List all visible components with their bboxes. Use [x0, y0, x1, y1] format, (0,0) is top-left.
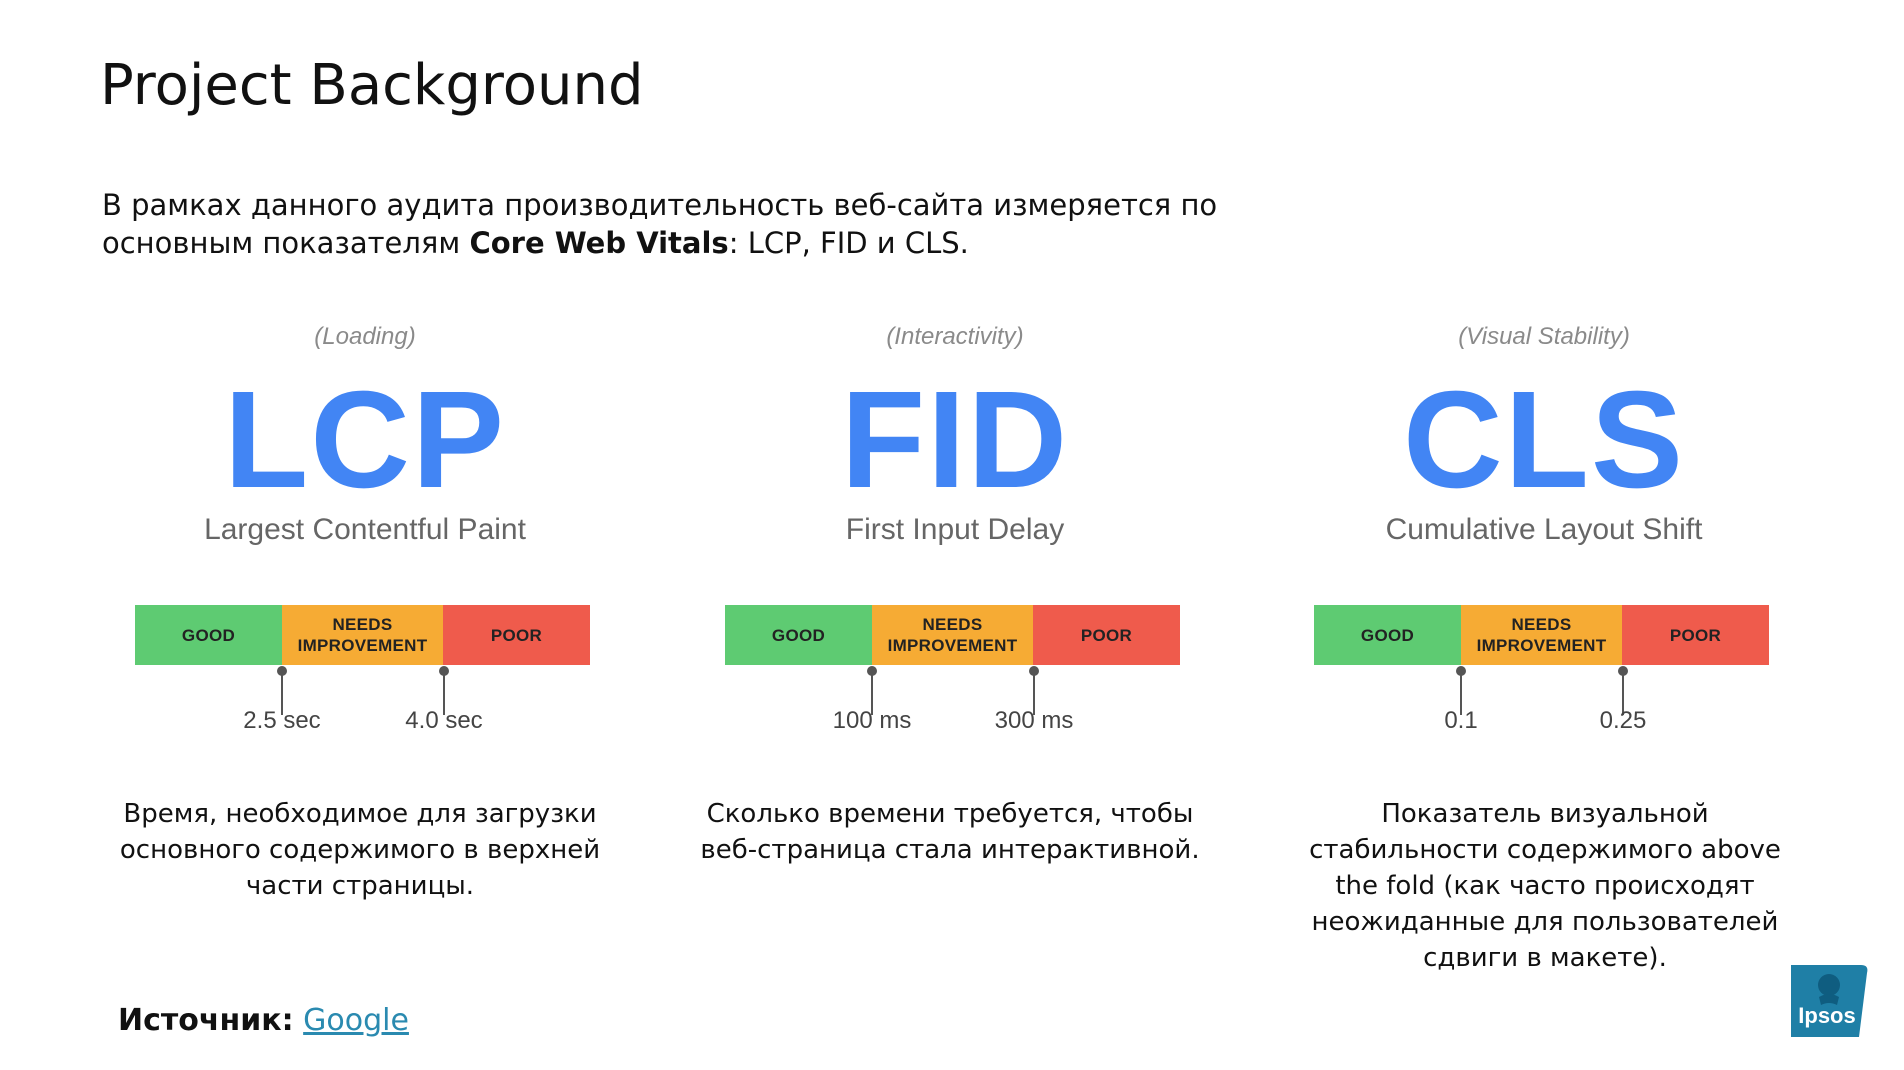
threshold-marker-1	[277, 666, 287, 716]
logo-text: Ipsos	[1798, 1003, 1855, 1028]
metric-full-name: First Input Delay	[845, 513, 1065, 546]
segment-poor: POOR	[1033, 605, 1180, 665]
metric-description-fid: Сколько времени требуется, чтобы веб-стр…	[700, 799, 1200, 865]
intro-text-end: : LCP, FID и CLS.	[728, 226, 969, 260]
threshold-bar: GOOD NEEDS IMPROVEMENT POOR	[725, 605, 1180, 665]
segment-poor: POOR	[1622, 605, 1769, 665]
segment-needs-improvement: NEEDS IMPROVEMENT	[1461, 605, 1622, 665]
threshold-label-1: 0.1	[1444, 707, 1478, 734]
metric-description-cls: Показатель визуальной стабильности содер…	[1309, 799, 1781, 973]
threshold-bar: GOOD NEEDS IMPROVEMENT POOR	[135, 605, 590, 665]
segment-good: GOOD	[725, 605, 872, 665]
threshold-marker-1	[1456, 666, 1466, 716]
metric-category: (Loading)	[314, 323, 416, 350]
slide-title: Project Background	[100, 53, 644, 118]
metric-category: (Interactivity)	[886, 323, 1024, 350]
segment-needs-improvement: NEEDS IMPROVEMENT	[282, 605, 443, 665]
segment-needs-improvement: NEEDS IMPROVEMENT	[872, 605, 1033, 665]
threshold-label-2: 300 ms	[994, 707, 1074, 734]
metric-fid: (Interactivity) FID First Input Delay GO…	[695, 315, 1215, 765]
segment-good: GOOD	[1314, 605, 1461, 665]
threshold-marker-1	[867, 666, 877, 716]
threshold-label-1: 2.5 sec	[243, 707, 321, 734]
metric-cls: (Visual Stability) CLS Cumulative Layout…	[1284, 315, 1804, 765]
ipsos-logo-icon: Ipsos	[1791, 965, 1869, 1037]
intro-text-bold: Core Web Vitals	[469, 226, 729, 260]
source-link[interactable]: Google	[303, 1003, 409, 1038]
metric-description-lcp: Время, необходимое для загрузки основног…	[119, 799, 601, 901]
metric-lcp: (Loading) LCP Largest Contentful Paint G…	[105, 315, 625, 765]
source-line: Источник: Google	[118, 1003, 409, 1038]
metric-full-name: Cumulative Layout Shift	[1385, 513, 1703, 546]
threshold-marker-2	[1029, 666, 1039, 716]
threshold-bar: GOOD NEEDS IMPROVEMENT POOR	[1314, 605, 1769, 665]
metric-abbr: LCP	[224, 363, 506, 517]
intro-text-start: В рамках данного аудита производительнос…	[102, 188, 1218, 260]
metric-abbr: CLS	[1403, 363, 1685, 517]
metric-abbr: FID	[840, 363, 1070, 517]
intro-text: В рамках данного аудита производительнос…	[102, 186, 1302, 262]
threshold-label-2: 4.0 sec	[405, 707, 483, 734]
threshold-marker-2	[1618, 666, 1628, 716]
segment-good: GOOD	[135, 605, 282, 665]
segment-poor: POOR	[443, 605, 590, 665]
threshold-marker-2	[439, 666, 449, 716]
metric-full-name: Largest Contentful Paint	[204, 513, 526, 546]
threshold-label-2: 0.25	[1599, 707, 1647, 734]
source-label: Источник:	[118, 1003, 294, 1038]
threshold-label-1: 100 ms	[832, 707, 912, 734]
metric-category: (Visual Stability)	[1458, 323, 1630, 350]
